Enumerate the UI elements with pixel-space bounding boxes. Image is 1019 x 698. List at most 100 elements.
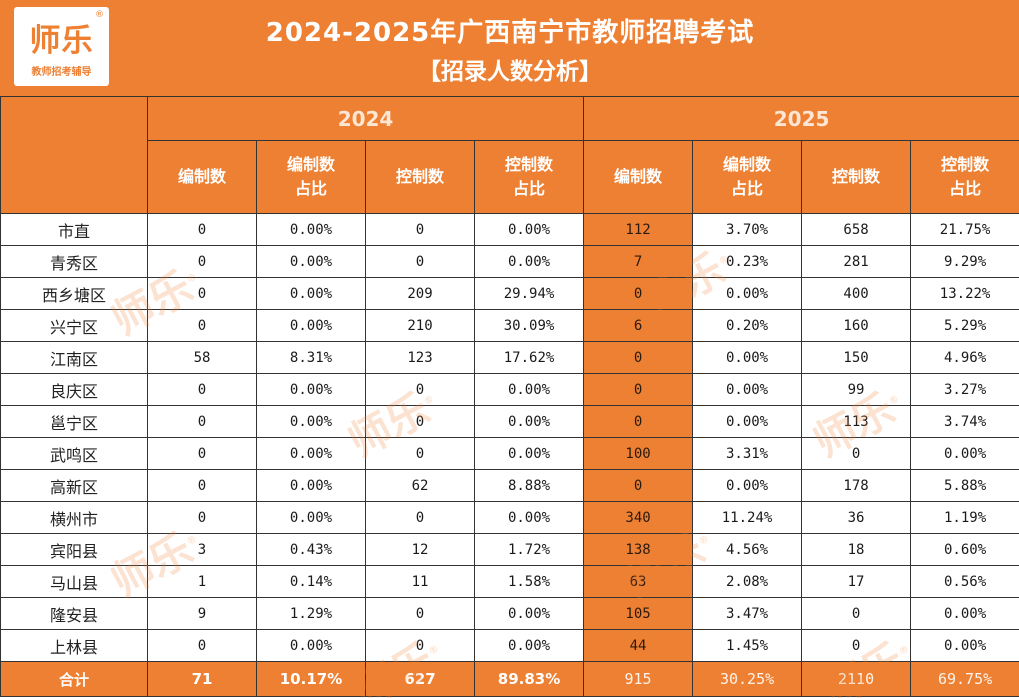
region-cell: 武鸣区 [0,437,148,470]
column-header: 控制数 占比 [473,140,585,214]
data-cell: 0.60% [910,533,1019,566]
column-header: 编制数 占比 [256,140,366,214]
data-cell: 105 [583,597,694,630]
data-cell: 11.24% [692,501,803,534]
data-cell: 0.00% [256,213,366,246]
data-cell: 0 [365,213,475,246]
data-cell: 0 [365,597,475,630]
column-header: 控制数 [801,140,912,214]
data-cell: 0.00% [473,405,585,438]
data-cell: 210 [365,309,475,342]
region-cell: 高新区 [0,469,148,502]
data-cell: 0.20% [692,309,803,342]
data-cell: 6 [583,309,694,342]
data-cell: 0.00% [473,373,585,406]
data-cell: 1.58% [473,565,585,598]
region-cell: 横州市 [0,501,148,534]
data-cell: 0.00% [473,597,585,630]
data-cell: 0.00% [256,245,366,278]
data-cell: 3 [147,533,257,566]
data-cell: 0.00% [692,373,803,406]
data-cell: 0 [365,501,475,534]
total-cell: 71 [147,661,257,697]
data-cell: 99 [801,373,912,406]
year-header: 2024 [146,96,585,141]
data-cell: 0 [365,437,475,470]
data-cell: 30.09% [473,309,585,342]
page-subtitle: 【招录人数分析】 [418,59,602,85]
data-cell: 0.00% [692,405,803,438]
data-cell: 0 [583,373,694,406]
data-cell: 7 [583,245,694,278]
page-title: 2024-2025年广西南宁市教师招聘考试 [265,18,755,48]
data-cell: 0 [801,437,912,470]
data-cell: 0.23% [692,245,803,278]
data-cell: 11 [365,565,475,598]
data-cell: 0.00% [473,501,585,534]
data-cell: 0.00% [256,277,366,310]
data-cell: 4.56% [692,533,803,566]
data-cell: 0 [147,373,257,406]
region-cell: 马山县 [0,565,148,598]
data-cell: 0 [583,469,694,502]
data-cell: 1.45% [692,629,803,662]
data-cell: 0 [147,213,257,246]
table-row: 上林县 0 0.00% 0 0.00% 44 1.45% 0 0.00% [0,629,1019,662]
data-cell: 0.00% [256,437,366,470]
logo: 师乐 ® 教师招考辅导 [14,7,109,86]
data-cell: 0 [365,245,475,278]
table-row: 横州市 0 0.00% 0 0.00% 340 11.24% 36 1.19% [0,501,1019,534]
data-cell: 5.29% [910,309,1019,342]
data-cell: 0.00% [473,629,585,662]
data-cell: 1.19% [910,501,1019,534]
data-cell: 63 [583,565,694,598]
total-cell: 30.25% [692,661,803,697]
region-cell: 青秀区 [0,245,148,278]
data-cell: 0 [801,597,912,630]
table-row: 江南区 58 8.31% 123 17.62% 0 0.00% 150 4.96% [0,341,1019,374]
data-cell: 138 [583,533,694,566]
data-cell: 21.75% [910,213,1019,246]
data-cell: 9 [147,597,257,630]
region-cell: 江南区 [0,341,148,374]
total-row: 合计 71 10.17% 627 89.83% 915 30.25% 2110 … [0,661,1019,697]
table-row: 武鸣区 0 0.00% 0 0.00% 100 3.31% 0 0.00% [0,437,1019,470]
data-cell: 3.31% [692,437,803,470]
data-cell: 0.00% [256,405,366,438]
data-cell: 0 [147,629,257,662]
region-cell: 兴宁区 [0,309,148,342]
data-cell: 0.00% [473,213,585,246]
data-cell: 123 [365,341,475,374]
recruitment-table: 2024 2025 编制数 编制数 占比 控制数 控制数 占比 编制数 编制数 占比 … [0,96,1019,697]
column-header: 编制数 占比 [692,140,803,214]
data-cell: 0 [801,629,912,662]
data-cell: 1.72% [473,533,585,566]
total-cell: 627 [365,661,475,697]
total-cell: 89.83% [473,661,585,697]
data-cell: 4.96% [910,341,1019,374]
data-cell: 0 [365,629,475,662]
data-cell: 1 [147,565,257,598]
table-row: 马山县 1 0.14% 11 1.58% 63 2.08% 17 0.56% [0,565,1019,598]
data-cell: 0.00% [473,437,585,470]
region-cell: 宾阳县 [0,533,148,566]
data-cell: 0.43% [256,533,366,566]
data-cell: 658 [801,213,912,246]
data-cell: 36 [801,501,912,534]
data-cell: 3.47% [692,597,803,630]
data-cell: 44 [583,629,694,662]
data-cell: 0.00% [256,309,366,342]
data-cell: 113 [801,405,912,438]
data-cell: 0.14% [256,565,366,598]
data-cell: 0.56% [910,565,1019,598]
table-row: 西乡塘区 0 0.00% 209 29.94% 0 0.00% 400 13.22% [0,277,1019,310]
data-cell: 0.00% [473,245,585,278]
total-cell: 69.75% [910,661,1019,697]
table-row: 高新区 0 0.00% 62 8.88% 0 0.00% 178 5.88% [0,469,1019,502]
corner-cell [0,96,148,214]
data-cell: 0 [147,309,257,342]
region-cell: 上林县 [0,629,148,662]
data-cell: 150 [801,341,912,374]
data-cell: 0.00% [256,469,366,502]
total-cell: 10.17% [256,661,366,697]
